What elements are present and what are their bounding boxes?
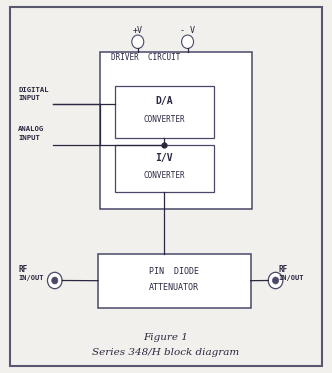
Bar (98, 254, 251, 308)
Circle shape (182, 35, 194, 48)
Text: ATTENUATOR: ATTENUATOR (149, 283, 199, 292)
Text: DRIVER  CIRCUIT: DRIVER CIRCUIT (111, 53, 181, 62)
Circle shape (132, 35, 144, 48)
Text: CONVERTER: CONVERTER (143, 115, 185, 124)
Text: RF: RF (18, 265, 28, 274)
Text: - V: - V (180, 26, 195, 35)
Text: PIN  DIODE: PIN DIODE (149, 267, 199, 276)
Text: RF: RF (279, 265, 288, 274)
Text: D/A: D/A (155, 96, 173, 106)
Bar (115, 145, 214, 192)
Circle shape (52, 277, 58, 284)
Text: I/V: I/V (155, 153, 173, 163)
Bar (100, 52, 252, 209)
Text: Series 348/H block diagram: Series 348/H block diagram (92, 348, 240, 357)
Text: INPUT: INPUT (18, 95, 40, 101)
Text: DIGITAL: DIGITAL (18, 87, 49, 93)
Text: +V: +V (133, 26, 143, 35)
Text: INPUT: INPUT (18, 135, 40, 141)
Circle shape (47, 272, 62, 289)
Text: IN/OUT: IN/OUT (279, 275, 304, 281)
Text: IN/OUT: IN/OUT (18, 275, 44, 281)
Text: ANALOG: ANALOG (18, 126, 44, 132)
Bar (115, 86, 214, 138)
Circle shape (273, 277, 279, 284)
Text: Figure 1: Figure 1 (143, 333, 189, 342)
Text: CONVERTER: CONVERTER (143, 171, 185, 180)
Circle shape (268, 272, 283, 289)
